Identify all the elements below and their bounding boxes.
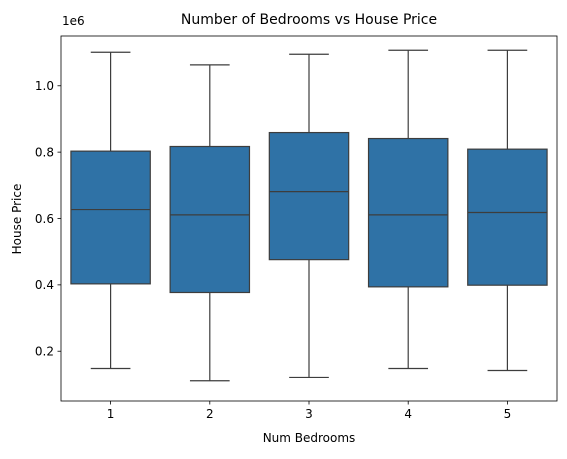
box-5 xyxy=(467,148,548,286)
y-axis-offset-label: 1e6 xyxy=(62,14,85,28)
box-1 xyxy=(70,150,151,285)
plot-area: 0.2 0.4 0.6 0.8 1.0 1 2 3 4 5 xyxy=(35,35,558,421)
y-tick-label: 0.8 xyxy=(35,145,54,159)
box-4 xyxy=(367,137,449,288)
box-2 xyxy=(169,145,251,294)
chart-title: Number of Bedrooms vs House Price xyxy=(181,12,437,28)
x-tick-label: 4 xyxy=(404,407,412,421)
y-tick-label: 0.4 xyxy=(35,278,54,292)
x-axis-label: Num Bedrooms xyxy=(263,431,356,445)
x-tick-label: 3 xyxy=(305,407,313,421)
box-3 xyxy=(268,131,350,261)
x-tick-label: 5 xyxy=(504,407,512,421)
x-tick-label: 2 xyxy=(206,407,214,421)
y-tick-label: 0.2 xyxy=(35,345,54,359)
y-tick-label: 0.6 xyxy=(35,212,54,226)
y-tick-label: 1.0 xyxy=(35,79,54,93)
x-tick-label: 1 xyxy=(107,407,115,421)
y-axis-label: House Price xyxy=(10,184,24,255)
